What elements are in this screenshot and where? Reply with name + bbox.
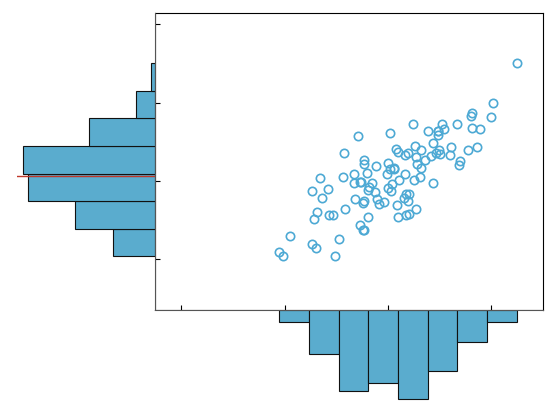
Bar bbox=[137, 91, 155, 118]
Bar bbox=[428, 310, 458, 370]
Y-axis label: y: y bbox=[111, 157, 127, 166]
Bar bbox=[151, 63, 155, 91]
Bar bbox=[398, 310, 428, 399]
Bar bbox=[309, 310, 338, 354]
Bar bbox=[28, 173, 155, 201]
Bar bbox=[24, 146, 155, 173]
Bar bbox=[90, 118, 155, 146]
Bar bbox=[458, 310, 487, 342]
Bar bbox=[75, 201, 155, 229]
Bar bbox=[368, 310, 398, 383]
Bar bbox=[487, 310, 517, 322]
Bar bbox=[279, 310, 309, 322]
Bar bbox=[338, 310, 368, 391]
X-axis label: x: x bbox=[345, 333, 354, 349]
Bar bbox=[113, 229, 155, 256]
